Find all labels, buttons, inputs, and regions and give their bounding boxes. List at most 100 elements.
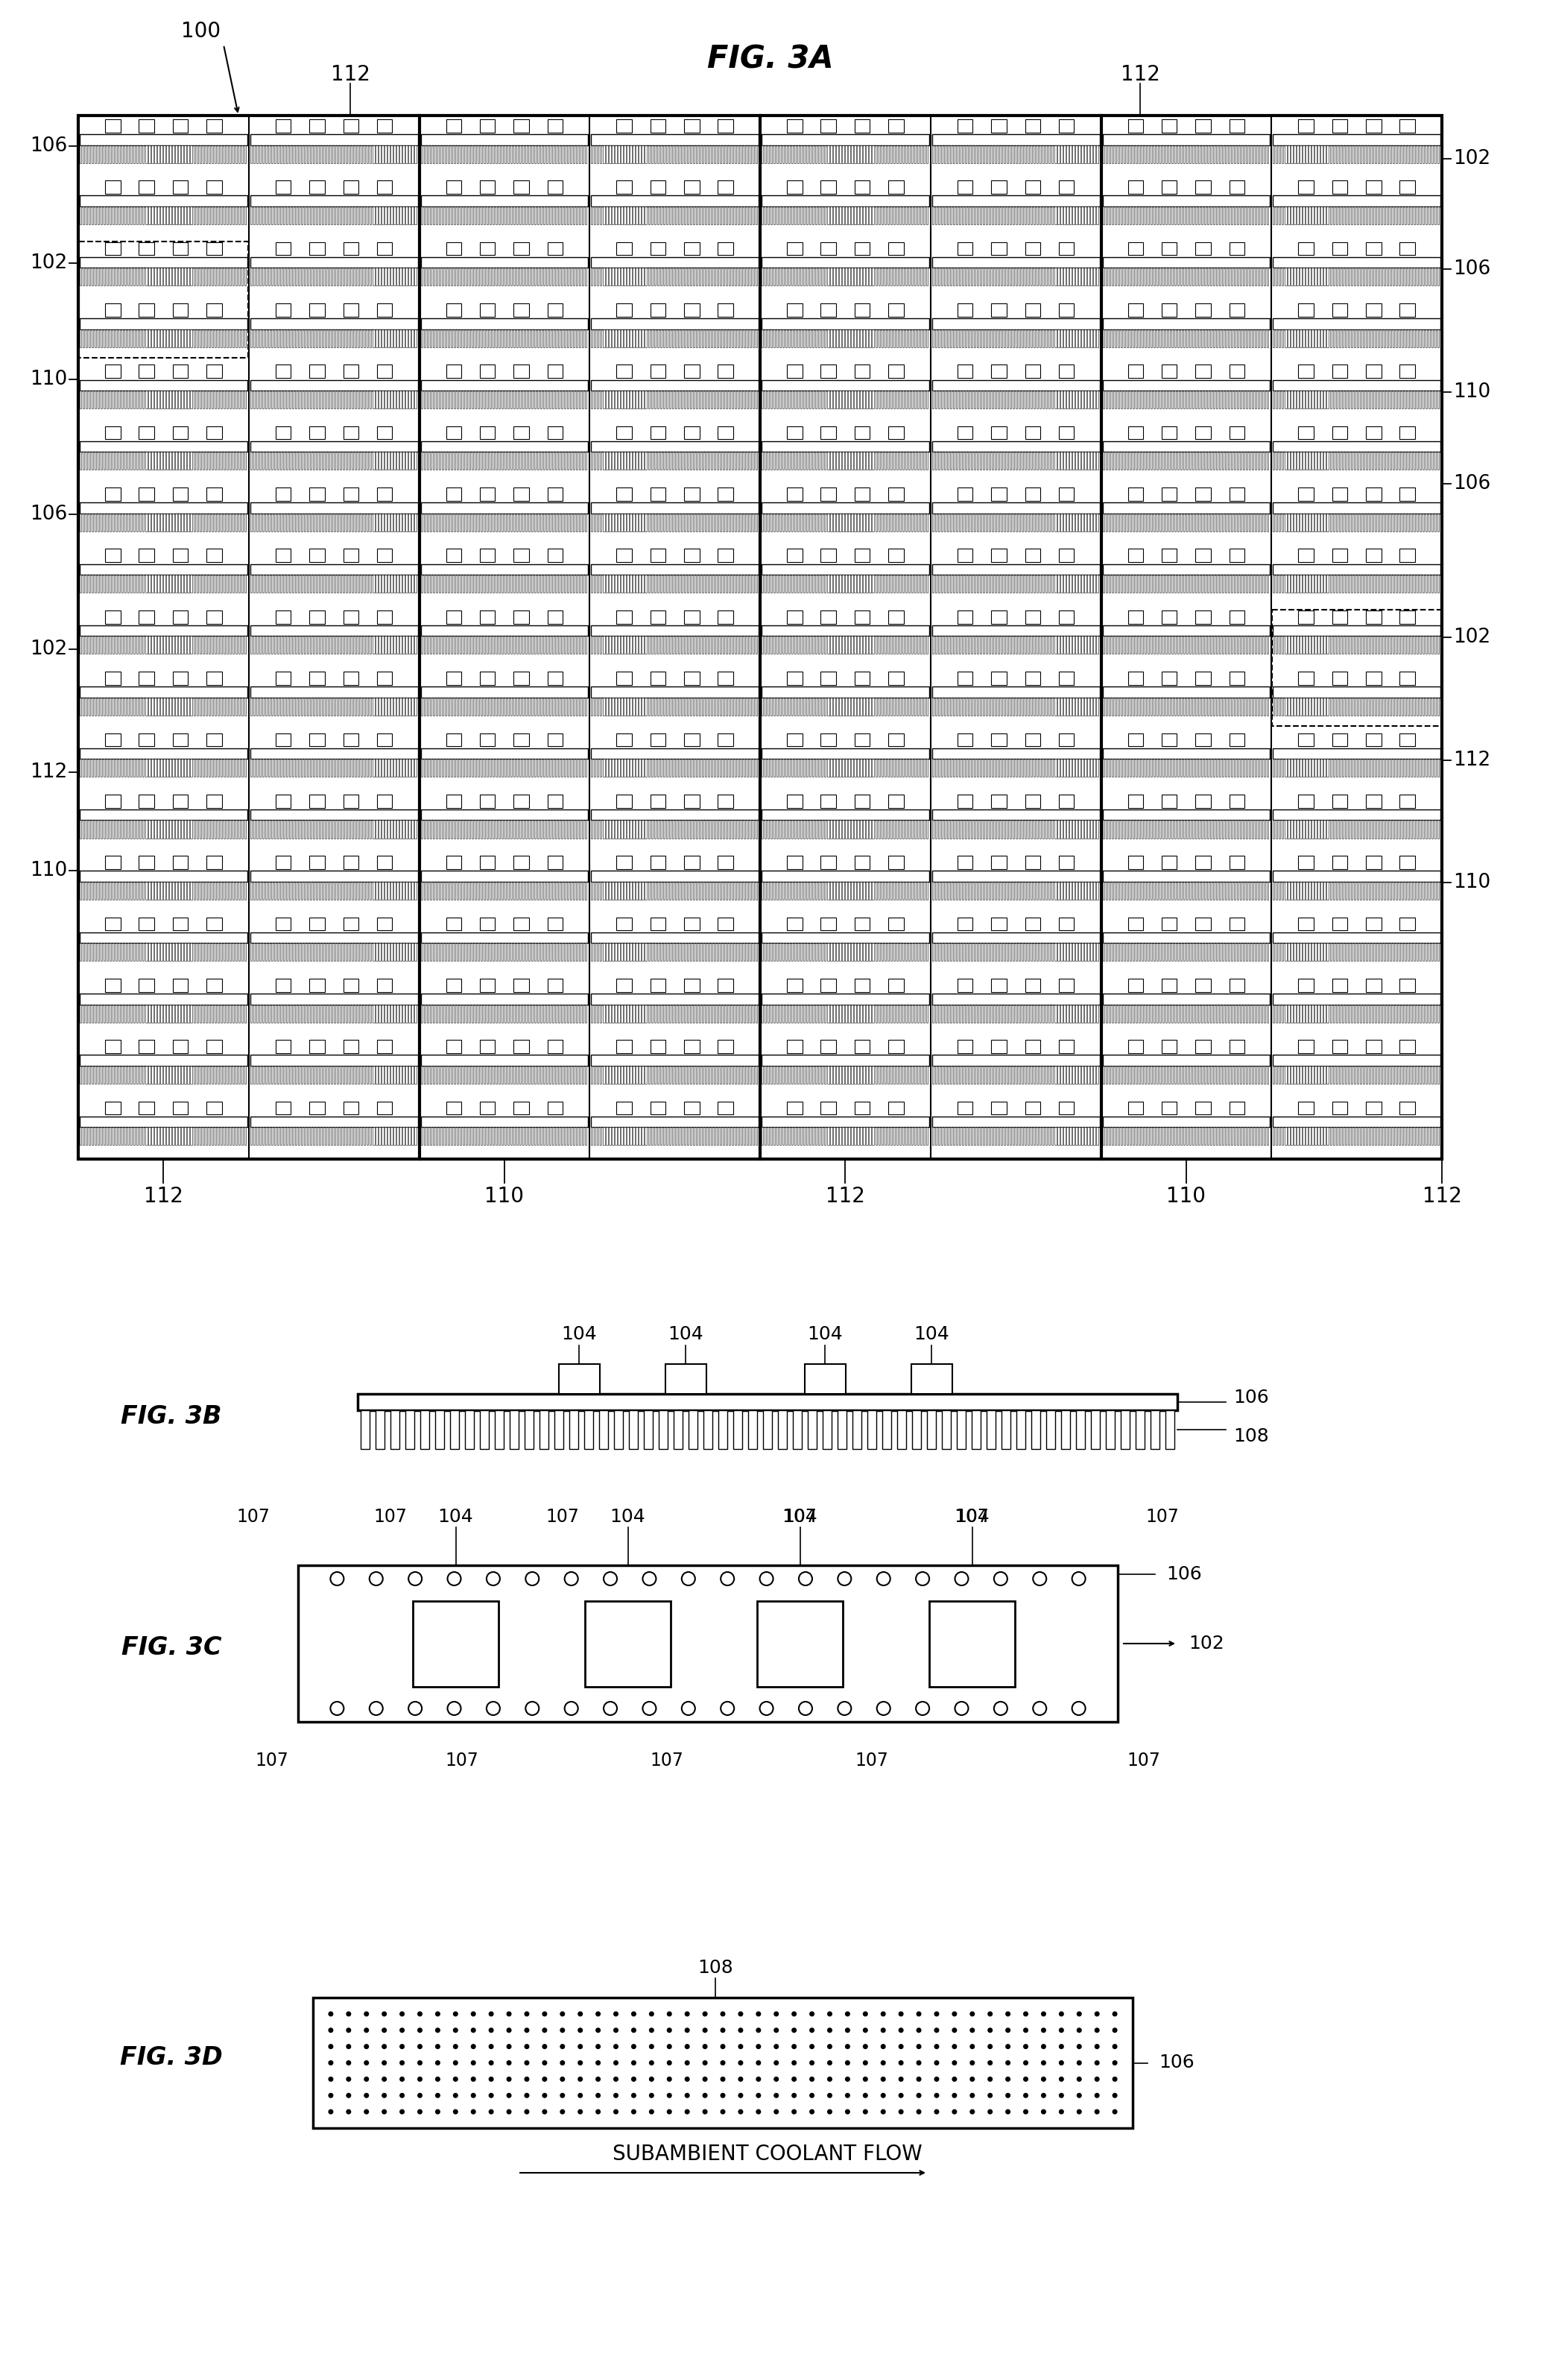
Bar xyxy=(669,1066,670,1083)
Bar xyxy=(1390,697,1392,716)
Bar xyxy=(1288,1004,1290,1023)
Bar xyxy=(271,1004,273,1023)
Bar xyxy=(1261,821,1262,838)
Bar xyxy=(134,821,136,838)
Bar xyxy=(1040,269,1042,286)
Bar xyxy=(555,1128,556,1145)
Bar xyxy=(334,328,336,347)
Bar xyxy=(345,881,348,900)
Bar xyxy=(310,302,325,317)
Bar xyxy=(119,942,120,962)
Bar xyxy=(704,1066,706,1083)
Bar xyxy=(1279,207,1281,224)
Bar xyxy=(666,514,667,531)
Bar xyxy=(304,145,305,162)
Bar xyxy=(1031,145,1032,162)
Bar xyxy=(783,759,784,776)
Bar xyxy=(287,145,288,162)
Bar xyxy=(834,1066,835,1083)
Bar xyxy=(1401,1128,1404,1145)
Bar xyxy=(436,635,438,655)
Bar xyxy=(151,390,153,409)
Bar xyxy=(744,390,746,409)
Bar xyxy=(1003,697,1005,716)
Bar xyxy=(100,207,102,224)
Bar xyxy=(450,514,452,531)
Bar xyxy=(1025,550,1040,562)
Bar xyxy=(885,514,886,531)
Bar xyxy=(630,821,632,838)
Bar xyxy=(487,207,488,224)
Bar xyxy=(507,269,509,286)
Bar xyxy=(433,145,435,162)
Bar xyxy=(834,821,835,838)
Bar xyxy=(1331,733,1347,747)
Circle shape xyxy=(774,2028,778,2033)
Bar xyxy=(173,302,188,317)
Bar xyxy=(780,942,781,962)
Bar xyxy=(1190,881,1191,900)
Bar xyxy=(185,390,186,409)
Bar xyxy=(1244,942,1245,962)
Bar xyxy=(787,1102,803,1114)
Bar xyxy=(831,574,832,593)
Bar xyxy=(717,514,718,531)
Bar xyxy=(1330,635,1331,655)
Bar xyxy=(268,1004,270,1023)
Bar xyxy=(220,390,222,409)
Bar xyxy=(1019,821,1020,838)
Bar xyxy=(666,145,667,162)
Bar xyxy=(1088,207,1089,224)
Bar xyxy=(863,145,865,162)
Bar xyxy=(749,328,752,347)
Bar xyxy=(122,269,123,286)
Bar xyxy=(176,390,177,409)
Circle shape xyxy=(738,2109,743,2113)
Bar xyxy=(364,1004,365,1023)
Bar xyxy=(938,452,940,469)
Bar xyxy=(170,821,171,838)
Bar xyxy=(199,514,200,531)
Bar xyxy=(803,881,804,900)
Bar xyxy=(424,697,425,716)
Bar xyxy=(1314,207,1316,224)
Bar xyxy=(519,635,521,655)
Bar xyxy=(1276,207,1277,224)
Bar xyxy=(227,821,228,838)
Bar xyxy=(475,759,476,776)
Bar xyxy=(646,759,647,776)
Bar xyxy=(795,1128,797,1145)
Bar xyxy=(761,881,763,900)
Bar xyxy=(1336,1066,1338,1083)
Bar xyxy=(1308,697,1310,716)
Bar xyxy=(573,390,575,409)
Bar xyxy=(1139,759,1140,776)
Bar xyxy=(1267,390,1268,409)
Bar xyxy=(1301,145,1302,162)
Circle shape xyxy=(1096,2044,1099,2049)
Bar xyxy=(1174,1128,1176,1145)
Bar xyxy=(140,207,142,224)
Bar xyxy=(344,942,345,962)
Bar xyxy=(1162,671,1177,685)
Bar xyxy=(949,328,952,347)
Bar xyxy=(926,574,928,593)
Bar xyxy=(173,671,188,685)
Bar xyxy=(436,390,438,409)
Bar xyxy=(894,390,895,409)
Circle shape xyxy=(632,2061,636,2066)
Bar xyxy=(723,145,724,162)
Bar xyxy=(462,881,464,900)
Bar xyxy=(1156,390,1157,409)
Bar xyxy=(1216,390,1217,409)
Bar xyxy=(1401,390,1404,409)
Bar xyxy=(592,502,758,514)
Bar xyxy=(872,759,874,776)
Bar xyxy=(522,207,524,224)
Bar xyxy=(586,1128,587,1145)
Circle shape xyxy=(364,2044,368,2049)
Bar xyxy=(501,207,502,224)
Bar xyxy=(1375,514,1376,531)
Bar xyxy=(106,697,108,716)
Bar xyxy=(1102,942,1103,962)
